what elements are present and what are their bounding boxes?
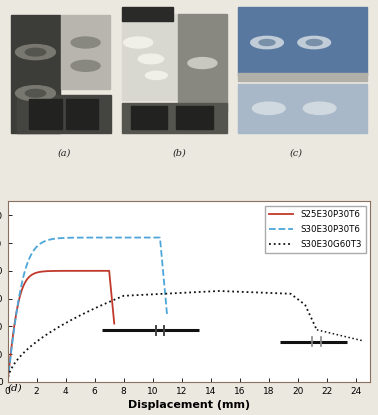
Circle shape	[71, 37, 100, 48]
Circle shape	[306, 39, 322, 46]
S25E30P30T6	[100, 269, 104, 273]
S30E30G60T3	[198, 289, 203, 294]
Circle shape	[188, 58, 217, 68]
Circle shape	[15, 85, 56, 101]
S30E30G60T3	[156, 291, 161, 296]
Circle shape	[138, 54, 164, 64]
Bar	[29, 99, 62, 129]
Bar	[66, 99, 98, 129]
S25E30P30T6	[105, 269, 110, 273]
Circle shape	[25, 48, 46, 56]
S25E30P30T6	[98, 269, 102, 273]
S30E30P30T6	[165, 314, 169, 319]
Text: (a): (a)	[57, 148, 70, 157]
S25E30P30T6	[26, 275, 31, 280]
S30E30P30T6	[102, 235, 107, 240]
Circle shape	[259, 39, 275, 46]
Circle shape	[298, 37, 330, 49]
S30E30P30T6	[162, 285, 167, 290]
X-axis label: Displacement (mm): Displacement (mm)	[128, 400, 250, 410]
Circle shape	[71, 60, 100, 71]
S25E30P30T6	[22, 282, 26, 287]
S25E30P30T6	[5, 379, 10, 384]
Bar	[176, 105, 212, 129]
Circle shape	[15, 44, 56, 60]
S30E30P30T6	[158, 235, 162, 240]
S30E30G60T3	[216, 288, 220, 293]
Text: (b): (b)	[173, 148, 187, 157]
Bar	[238, 7, 367, 76]
Circle shape	[146, 71, 167, 80]
Bar	[122, 14, 178, 100]
Bar	[61, 15, 110, 89]
Legend: S25E30P30T6, S30E30P30T6, S30E30G60T3: S25E30P30T6, S30E30P30T6, S30E30G60T3	[265, 206, 366, 254]
Line: S30E30G60T3: S30E30G60T3	[8, 291, 316, 382]
Text: (c): (c)	[290, 148, 302, 157]
Circle shape	[253, 102, 285, 115]
Bar	[131, 105, 167, 129]
Circle shape	[25, 89, 46, 97]
Circle shape	[251, 37, 284, 49]
Bar	[122, 7, 173, 21]
S30E30P30T6	[129, 235, 134, 240]
S30E30G60T3	[256, 290, 260, 295]
S30E30P30T6	[164, 305, 169, 310]
Line: S30E30P30T6: S30E30P30T6	[8, 237, 167, 382]
Bar	[178, 14, 227, 111]
Bar	[238, 73, 367, 81]
Circle shape	[124, 37, 153, 48]
S25E30P30T6	[107, 269, 112, 273]
S25E30P30T6	[112, 321, 116, 326]
Bar	[17, 95, 111, 133]
Circle shape	[303, 102, 336, 115]
Text: (d): (d)	[8, 383, 22, 392]
Line: S25E30P30T6: S25E30P30T6	[8, 271, 114, 382]
S30E30P30T6	[34, 245, 39, 250]
S30E30P30T6	[25, 263, 29, 268]
S30E30G60T3	[314, 327, 319, 332]
Bar	[11, 15, 60, 133]
S25E30P30T6	[75, 269, 79, 273]
S30E30P30T6	[5, 379, 10, 384]
Bar	[122, 103, 227, 133]
S30E30G60T3	[174, 290, 178, 295]
S30E30G60T3	[5, 379, 10, 384]
S30E30G60T3	[118, 295, 122, 300]
S30E30G60T3	[251, 290, 256, 295]
Bar	[238, 84, 367, 133]
